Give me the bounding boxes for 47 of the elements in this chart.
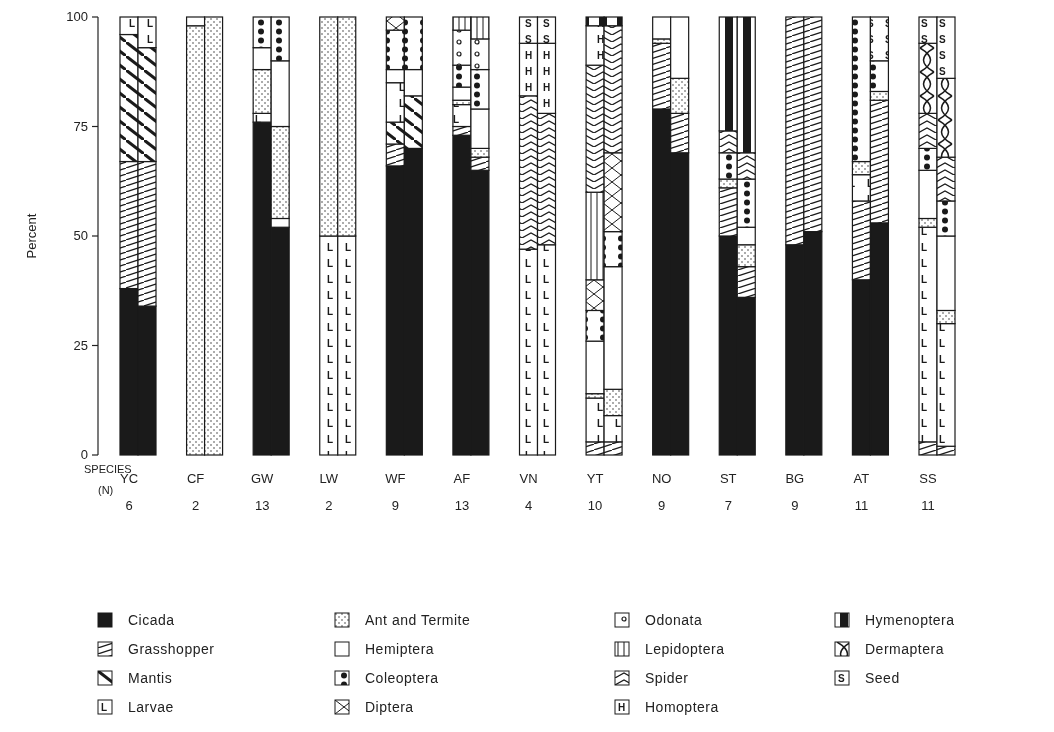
x-tick-label: AF [453,471,471,486]
text: 11 [854,498,869,513]
text: 7 [724,498,732,513]
text: 13 [254,498,270,513]
text: 4 [524,498,533,513]
text: 9 [658,498,666,513]
text: 10 [587,498,603,513]
legend-label: Ant and Termite [365,612,471,628]
text: 9 [391,498,399,513]
legend-label: Dermaptera [865,641,944,657]
y-tick-label: 25 [73,337,88,353]
x-tick-label: VN [519,471,538,486]
y-tick-label: 75 [73,118,88,134]
legend-label: Diptera [365,699,414,715]
x-tick-label: LW [319,471,339,486]
legend-label: Coleoptera [365,670,439,686]
text: 11 [921,498,935,513]
text: 2 [325,498,333,513]
legend-label: Grasshopper [128,641,215,657]
legend-label: Spider [645,670,689,686]
x-tick-label: AT [853,471,870,486]
legend-label: Lepidoptera [645,641,725,657]
x-tick-label: CF [186,471,205,486]
x-tick-label: SS [919,471,937,486]
legend-label: Seed [865,670,900,686]
legend-label: Odonata [645,612,703,628]
y-tick-label: 50 [73,228,88,243]
text: 9 [791,498,799,513]
text: 2 [191,498,200,513]
x-tick-label: ST [719,471,737,486]
x-tick-label: BG [785,471,805,486]
legend-label: Homoptera [645,699,719,715]
text: (N) [98,484,114,496]
legend-label: Cicada [128,612,175,628]
x-tick-label: YT [586,471,604,486]
y-axis-title: Percent [24,213,39,259]
x-tick-label: GW [250,471,275,486]
x-tick-label: WF [385,471,406,486]
x-tick-label: NO [651,471,672,486]
legend-label: Mantis [128,670,173,686]
legend-label: Hymenoptera [865,612,955,628]
y-tick-label: 0 [80,447,88,462]
legend-label: Larvae [128,699,174,715]
legend-label: Hemiptera [365,641,435,657]
text: 13 [454,498,470,513]
text: 6 [125,498,133,513]
y-tick-label: 100 [66,9,88,24]
